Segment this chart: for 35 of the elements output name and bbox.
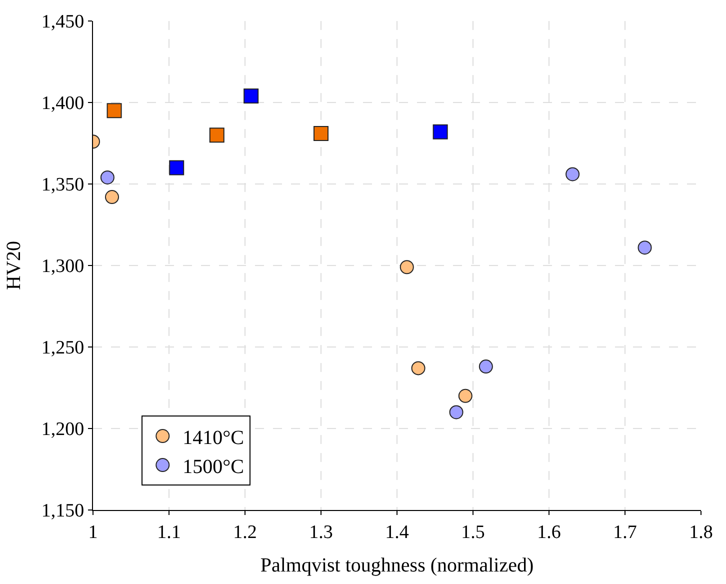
y-tick-label: 1,200: [41, 419, 84, 440]
point: [449, 405, 464, 420]
y-axis-title: HV20: [2, 241, 25, 290]
point: [458, 388, 472, 403]
x-tick-label: 1.3: [309, 522, 333, 543]
y-tick-label: 1,250: [41, 338, 84, 359]
y-tick-label: 1,400: [41, 93, 84, 114]
point: [478, 360, 493, 374]
point: [638, 240, 652, 255]
point: [169, 160, 184, 176]
point: [432, 124, 448, 140]
x-tick-label: 1: [88, 522, 98, 543]
x-tick-label: 1.5: [461, 522, 485, 543]
point: [100, 170, 114, 184]
point: [106, 103, 122, 118]
point: [400, 260, 414, 274]
y-tick-label: 1,350: [41, 174, 84, 196]
point: [314, 126, 328, 141]
point: [566, 167, 580, 182]
y-tick-label: 1,150: [41, 500, 84, 522]
x-tick-label: 1.1: [157, 522, 181, 543]
x-tick-label: 1.6: [537, 522, 561, 543]
x-tick-label: 1.4: [385, 522, 410, 543]
x-tick-label: 1.7: [613, 522, 637, 543]
point: [209, 128, 224, 143]
x-tick-label: 1.8: [689, 522, 713, 543]
legend-label: 1410°C: [182, 426, 244, 449]
y-tick-label: 1,450: [41, 12, 84, 33]
point: [411, 361, 426, 376]
y-tick-label: 1,300: [41, 256, 84, 278]
point: [105, 190, 119, 204]
point: [244, 88, 259, 104]
legend-label: 1500°C: [182, 456, 244, 478]
x-axis-title: Palmqvist toughness (normalized): [260, 554, 534, 576]
x-tick-label: 1.2: [233, 522, 257, 543]
